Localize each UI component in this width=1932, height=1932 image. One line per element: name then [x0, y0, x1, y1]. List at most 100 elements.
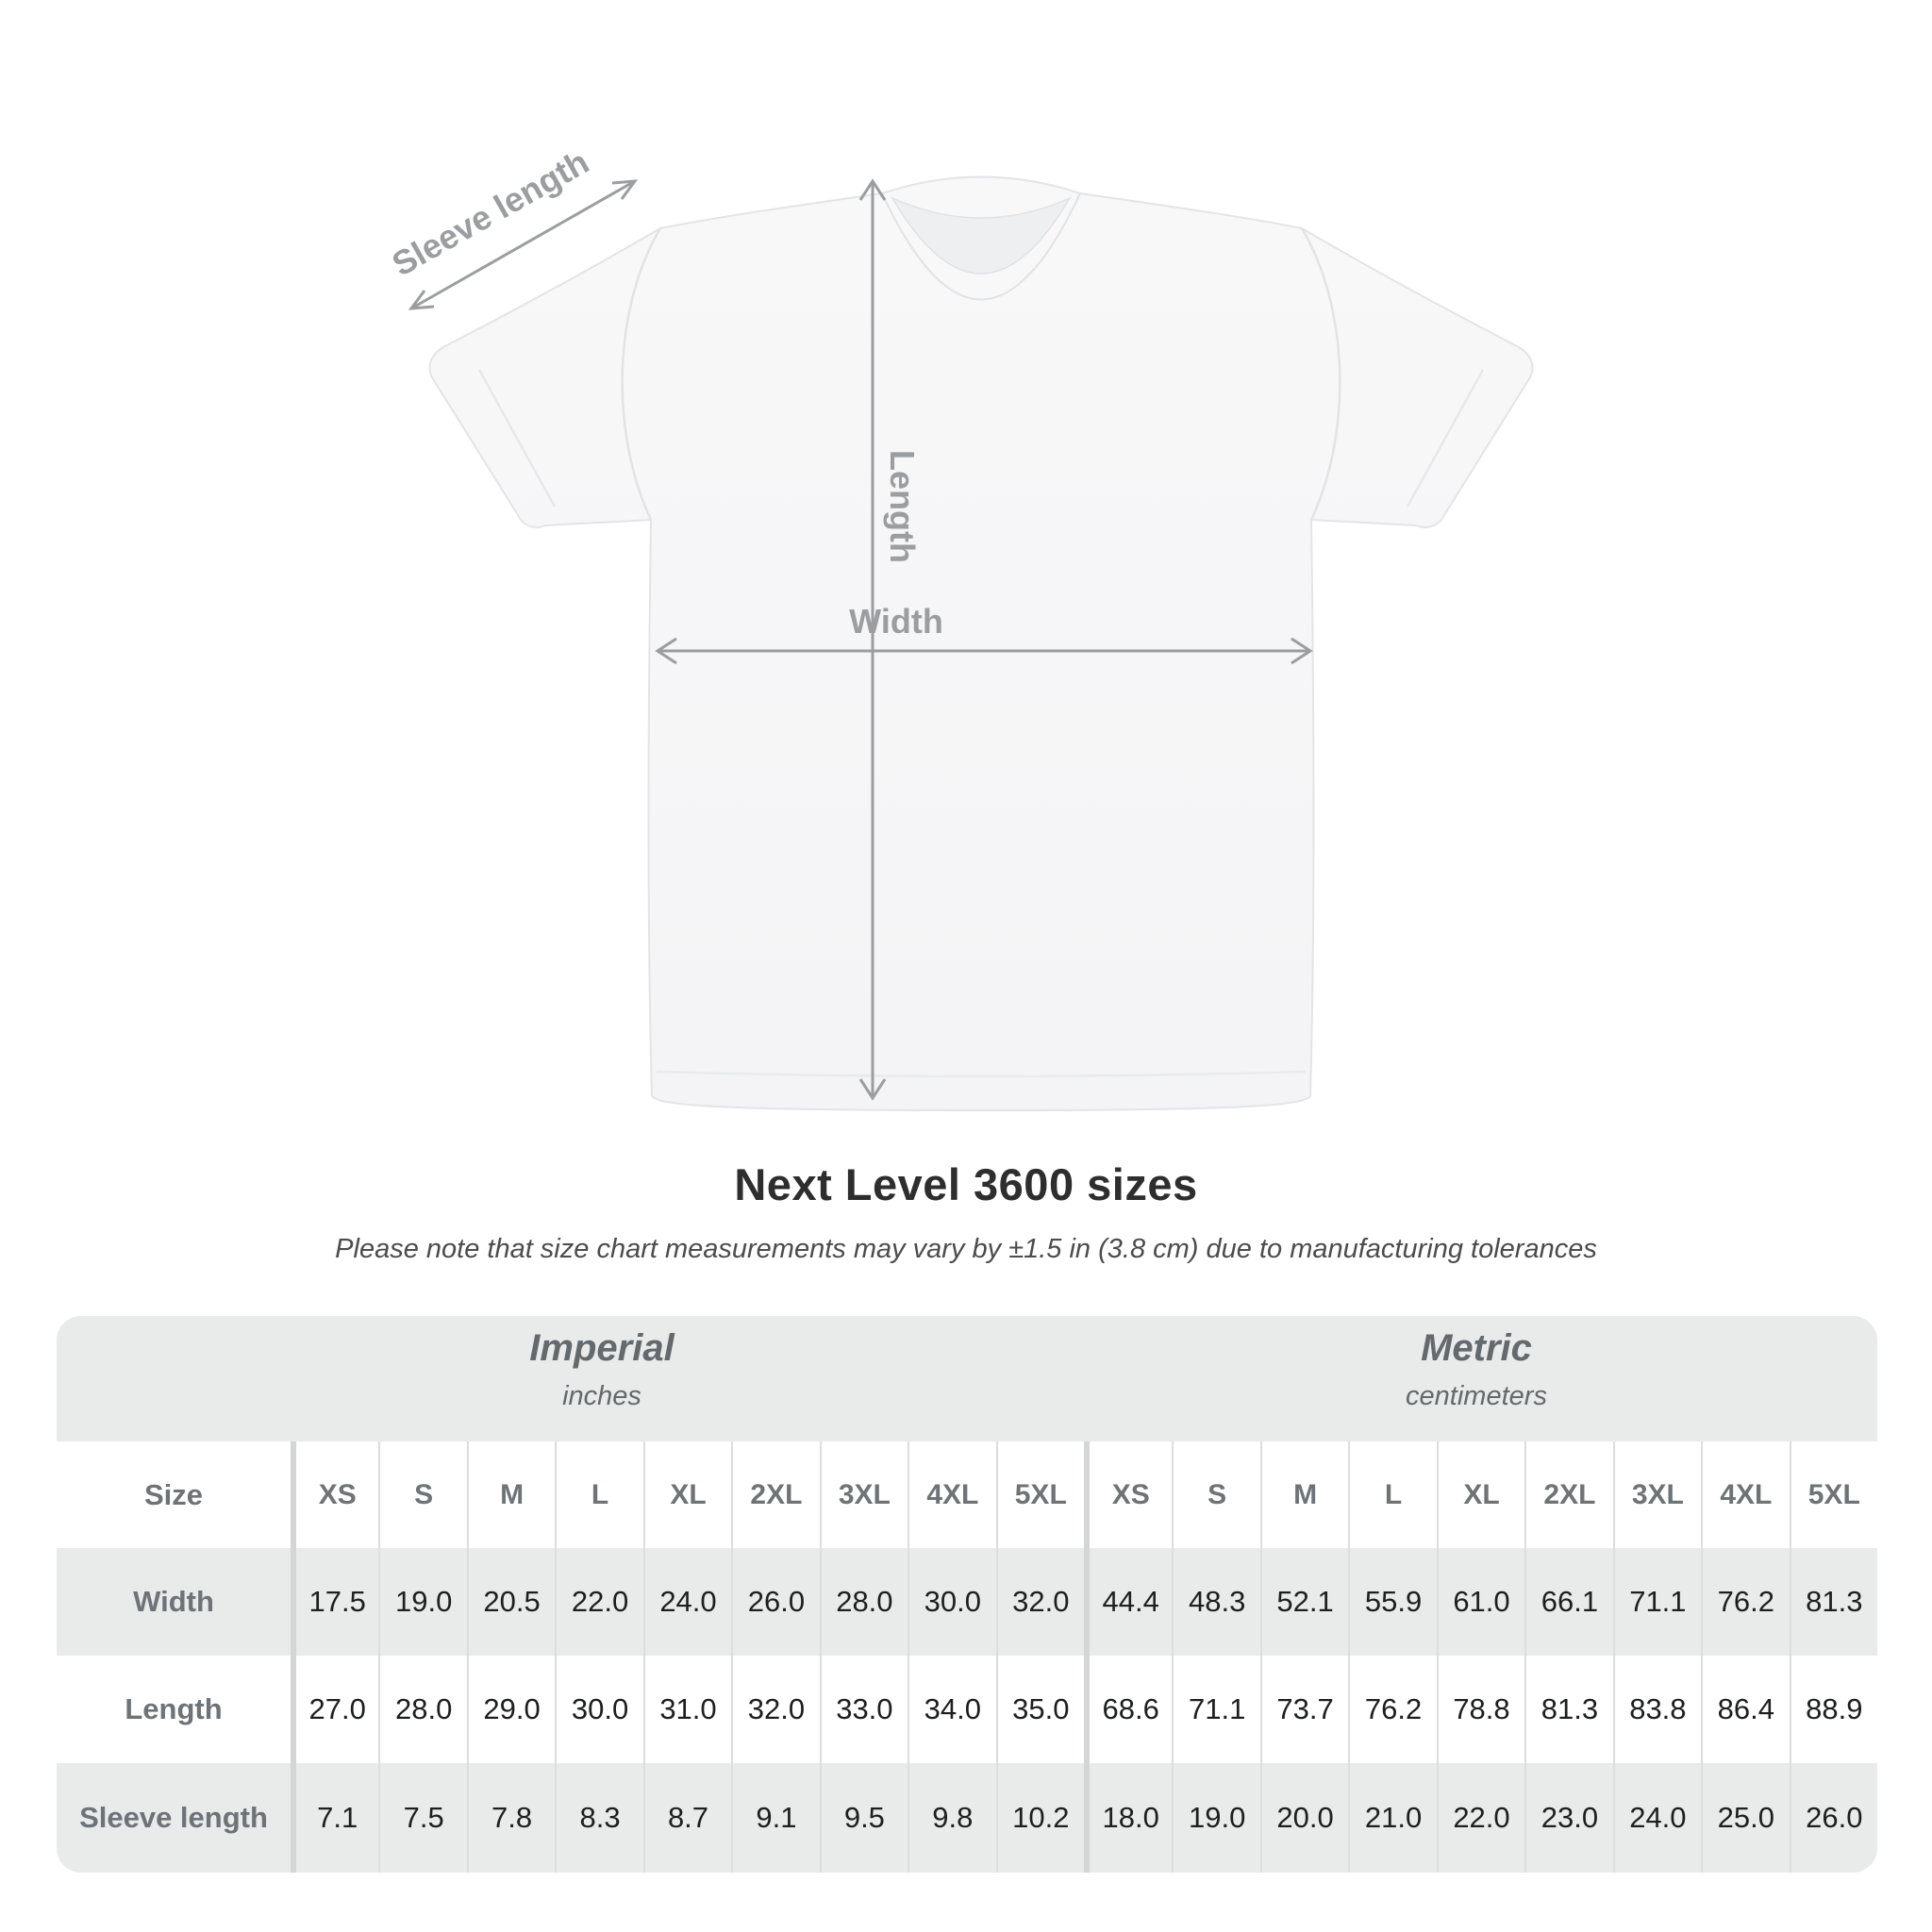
row-label: Length	[125, 1692, 223, 1725]
table-cell: 61.0	[1436, 1548, 1524, 1656]
imperial-unit: inches	[562, 1381, 641, 1411]
table-cell: 20.5	[466, 1548, 555, 1656]
tshirt-armhole-seam-left	[621, 227, 662, 521]
table-row-width: Width 17.5 19.0 20.5 22.0 24.0 26.0 28.0…	[57, 1548, 1877, 1656]
size-col-header: S	[1172, 1441, 1259, 1548]
metric-title: Metric	[1421, 1327, 1532, 1369]
table-cell: 26.0	[1789, 1763, 1877, 1873]
table-cell: 76.2	[1348, 1656, 1436, 1763]
size-col-header: S	[378, 1441, 466, 1548]
size-chart-table: Imperial inches Metric centimeters Size …	[57, 1316, 1877, 1873]
length-label: Length	[883, 450, 922, 563]
size-col-header: 4XL	[908, 1441, 995, 1548]
table-cell: 23.0	[1524, 1763, 1612, 1873]
table-cell: 71.1	[1172, 1656, 1259, 1763]
table-cell: 22.0	[1436, 1763, 1524, 1873]
table-cell: 22.0	[555, 1548, 642, 1656]
table-cell: 29.0	[466, 1656, 555, 1763]
table-cell: 8.7	[642, 1763, 731, 1873]
table-cell: 88.9	[1789, 1656, 1877, 1763]
width-arrow	[655, 637, 1313, 665]
size-col-header: 5XL	[1789, 1441, 1877, 1548]
table-row-sleeve-length: Sleeve length 7.1 7.5 7.8 8.3 8.7 9.1 9.…	[57, 1763, 1877, 1873]
table-cell: 28.0	[819, 1548, 908, 1656]
tshirt-body	[428, 175, 1534, 1112]
table-header-row: Size XS S M L XL 2XL 3XL 4XL 5XL XS S M …	[57, 1441, 1877, 1548]
table-cell: 19.0	[1172, 1763, 1259, 1873]
table-cell: 17.5	[291, 1548, 378, 1656]
table-cell: 83.8	[1612, 1656, 1701, 1763]
tshirt-collar-seam	[881, 192, 1081, 301]
table-cell: 34.0	[908, 1656, 995, 1763]
size-col-header: 2XL	[731, 1441, 819, 1548]
size-col-header: M	[466, 1441, 555, 1548]
table-cell: 26.0	[731, 1548, 819, 1656]
table-cell: 73.7	[1259, 1656, 1348, 1763]
page-title: Next Level 3600 sizes	[734, 1159, 1198, 1209]
table-cell: 20.0	[1259, 1763, 1348, 1873]
size-col-header: L	[555, 1441, 642, 1548]
table-cell: 24.0	[1612, 1763, 1701, 1873]
table-cell: 76.2	[1701, 1548, 1789, 1656]
tshirt-illustration	[408, 175, 1534, 1112]
size-col-header: 3XL	[1612, 1441, 1701, 1548]
table-cell: 44.4	[1083, 1548, 1172, 1656]
table-cell: 18.0	[1083, 1763, 1172, 1873]
table-cell: 7.8	[466, 1763, 555, 1873]
size-col-header: XL	[642, 1441, 731, 1548]
size-col-header: 5XL	[995, 1441, 1084, 1548]
table-cell: 7.5	[378, 1763, 466, 1873]
table-cell: 32.0	[731, 1656, 819, 1763]
table-cell: 8.3	[555, 1763, 642, 1873]
table-cell: 71.1	[1612, 1548, 1701, 1656]
length-arrow	[858, 178, 887, 1101]
table-cell: 86.4	[1701, 1656, 1789, 1763]
table-cell: 48.3	[1172, 1548, 1259, 1656]
table-cell: 35.0	[995, 1656, 1084, 1763]
table-section-headers: Imperial inches Metric centimeters	[57, 1316, 1877, 1441]
size-col-header: 4XL	[1701, 1441, 1789, 1548]
tshirt-sleeve-hem-left	[477, 369, 557, 508]
size-col-header: M	[1259, 1441, 1348, 1548]
table-cell: 66.1	[1524, 1548, 1612, 1656]
width-label: Width	[849, 602, 943, 641]
table-cell: 9.5	[819, 1763, 908, 1873]
table-cell: 52.1	[1259, 1548, 1348, 1656]
size-col-header: XL	[1436, 1441, 1524, 1548]
table-cell: 32.0	[995, 1548, 1084, 1656]
metric-unit: centimeters	[1406, 1381, 1547, 1411]
tolerance-note: Please note that size chart measurements…	[335, 1234, 1597, 1264]
table-cell: 25.0	[1701, 1763, 1789, 1873]
tshirt-bottom-hem	[656, 1070, 1307, 1078]
table-cell: 27.0	[291, 1656, 378, 1763]
table-row-length: Length 27.0 28.0 29.0 30.0 31.0 32.0 33.…	[57, 1656, 1877, 1763]
metric-section-header: Metric centimeters	[1406, 1327, 1547, 1412]
table-cell: 28.0	[378, 1656, 466, 1763]
size-col-header: L	[1348, 1441, 1436, 1548]
table-cell: 81.3	[1789, 1548, 1877, 1656]
row-label: Sleeve length	[79, 1801, 268, 1834]
imperial-section-header: Imperial inches	[529, 1327, 674, 1412]
size-col-header: 2XL	[1524, 1441, 1612, 1548]
tshirt-armhole-seam-right	[1300, 227, 1341, 521]
size-col-header: XS	[1083, 1441, 1172, 1548]
size-col-header: 3XL	[819, 1441, 908, 1548]
imperial-title: Imperial	[529, 1327, 675, 1369]
table-cell: 31.0	[642, 1656, 731, 1763]
size-header-cell: Size	[143, 1477, 204, 1511]
table-cell: 68.6	[1083, 1656, 1172, 1763]
size-col-header: XS	[291, 1441, 378, 1548]
row-label: Width	[133, 1585, 214, 1618]
tshirt-neck-hole	[891, 196, 1072, 275]
table-cell: 30.0	[555, 1656, 642, 1763]
table-cell: 24.0	[642, 1548, 731, 1656]
table-cell: 81.3	[1524, 1656, 1612, 1763]
table-cell: 30.0	[908, 1548, 995, 1656]
tshirt-sleeve-hem-right	[1406, 369, 1485, 508]
table-cell: 78.8	[1436, 1656, 1524, 1763]
table-cell: 10.2	[995, 1763, 1084, 1873]
sleeve-length-arrow	[408, 179, 639, 310]
table-cell: 21.0	[1348, 1763, 1436, 1873]
table-cell: 19.0	[378, 1548, 466, 1656]
